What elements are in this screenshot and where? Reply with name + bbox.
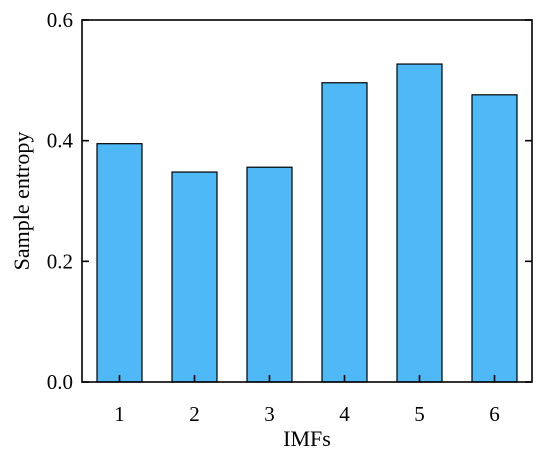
axes-layer: 0.0 0.2 0.4 0.6 1 2 3 4 5 6 — [47, 8, 533, 426]
y-tick-label: 0.2 — [47, 249, 73, 273]
y-tick-label: 0.0 — [47, 370, 73, 394]
x-axis-label: IMFs — [283, 426, 331, 451]
bar-imf-5 — [396, 63, 443, 383]
x-tick-label: 3 — [264, 402, 275, 426]
bar-imf-3 — [246, 166, 293, 383]
bar-imf-1 — [96, 143, 143, 383]
y-tick-label: 0.6 — [47, 8, 73, 32]
bars-layer — [96, 63, 518, 383]
x-tick-label: 1 — [114, 402, 125, 426]
x-tick-label: 6 — [489, 402, 500, 426]
plot-frame — [81, 19, 533, 383]
x-tick-label: 2 — [189, 402, 200, 426]
bar-imf-6 — [471, 94, 518, 383]
labels-layer: IMFs Sample entropy — [9, 132, 331, 451]
bar-imf-2 — [171, 171, 218, 383]
bar-imf-4 — [321, 82, 368, 383]
x-tick-label: 5 — [414, 402, 425, 426]
y-tick-label: 0.4 — [47, 129, 74, 153]
y-axis-label: Sample entropy — [9, 132, 34, 271]
x-tick-label: 4 — [339, 402, 350, 426]
